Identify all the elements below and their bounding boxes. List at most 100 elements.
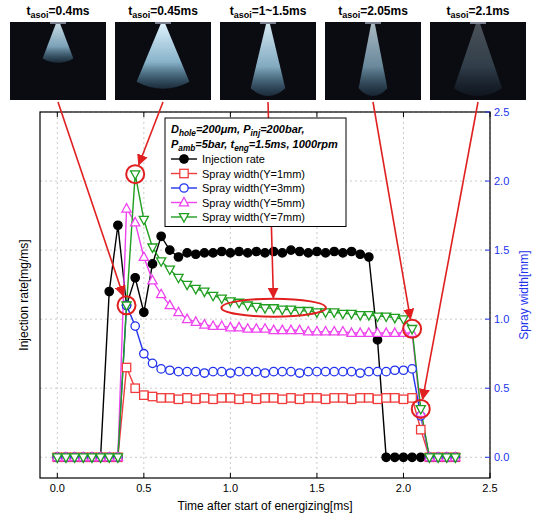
legend-marker	[180, 169, 188, 177]
legend-marker	[180, 184, 188, 192]
data-point	[217, 295, 226, 303]
data-point	[425, 453, 433, 461]
data-point	[382, 328, 391, 336]
data-point	[209, 395, 217, 403]
subscript: asoi	[30, 10, 48, 20]
data-point	[105, 287, 113, 295]
data-point	[96, 453, 104, 461]
spray	[137, 22, 190, 89]
data-point	[338, 327, 347, 335]
data-point	[278, 325, 287, 333]
data-point	[139, 216, 148, 224]
data-point	[200, 288, 209, 296]
data-point	[252, 395, 260, 403]
series-line	[57, 174, 455, 457]
data-point	[200, 394, 208, 402]
data-point	[425, 453, 433, 461]
data-point	[339, 394, 347, 402]
y2-tick	[485, 112, 490, 113]
data-point	[165, 300, 174, 308]
data-point	[382, 453, 390, 461]
nozzle	[470, 22, 486, 24]
plot-area	[53, 171, 460, 463]
data-point	[114, 453, 122, 461]
label: tasoi=0.45ms	[128, 4, 198, 20]
data-point	[356, 312, 365, 320]
data-point	[451, 453, 459, 461]
x-tick-label: 1.5	[309, 482, 324, 494]
data-point	[391, 453, 399, 461]
data-point	[62, 453, 70, 461]
data-point	[79, 454, 88, 462]
data-point	[356, 394, 364, 402]
data-point	[261, 369, 269, 377]
data-point	[174, 395, 182, 403]
data-point	[286, 325, 295, 333]
data-point	[140, 308, 148, 316]
data-point	[234, 322, 243, 330]
data-point	[122, 302, 131, 310]
data-point	[218, 394, 226, 402]
legend-label: Spray width(Y=7mm)	[202, 211, 305, 223]
data-point	[304, 327, 313, 335]
data-point	[365, 394, 373, 402]
data-point	[347, 395, 355, 403]
data-point	[373, 395, 381, 403]
data-point	[356, 328, 365, 336]
data-point	[148, 392, 156, 400]
data-point	[53, 453, 61, 461]
data-point	[182, 281, 191, 289]
data-point	[382, 367, 390, 375]
y2-tick-label: 2.0	[494, 175, 509, 187]
label-part: =1.5ms, 1000rpm	[249, 138, 338, 150]
data-point	[312, 327, 321, 335]
data-point	[408, 453, 416, 461]
data-point	[218, 367, 226, 375]
data-point	[79, 453, 87, 461]
data-point	[330, 327, 339, 335]
y-axis-title: Injection rate[mg/ms]	[17, 239, 31, 350]
data-point	[122, 363, 130, 371]
data-point	[235, 247, 243, 255]
data-point	[295, 325, 304, 333]
legend-marker	[179, 214, 188, 222]
data-point	[434, 453, 442, 461]
spray	[359, 22, 388, 96]
data-point	[139, 252, 148, 260]
x-tick	[490, 112, 491, 117]
data-point	[200, 249, 208, 257]
data-point	[304, 394, 312, 402]
data-point	[200, 320, 209, 328]
data-point	[208, 292, 217, 300]
data-point	[252, 324, 261, 332]
data-point	[87, 454, 96, 462]
data-point	[183, 367, 191, 375]
x-tick-label: 2.0	[396, 482, 411, 494]
legend: Dhole=200μm, Pinj=200bar,Pamb=5bar, teng…	[165, 118, 346, 227]
spray	[454, 22, 502, 96]
label-part: D	[171, 123, 179, 135]
data-point	[261, 394, 269, 402]
photo	[115, 22, 211, 100]
grid-line	[403, 112, 404, 478]
data-point	[443, 453, 451, 461]
data-point	[174, 367, 182, 375]
data-point	[434, 453, 442, 461]
plot-frame	[40, 112, 490, 478]
data-point	[252, 367, 260, 375]
subscript: eng	[234, 144, 249, 153]
data-point	[451, 453, 459, 461]
y2-axis-title: Spray width[mm]	[517, 250, 531, 339]
data-point	[209, 367, 217, 375]
data-point	[226, 249, 234, 257]
data-point	[192, 367, 200, 375]
data-point	[114, 453, 122, 461]
data-point	[148, 275, 157, 283]
data-point	[70, 453, 78, 461]
data-point	[278, 367, 286, 375]
nozzle	[260, 22, 276, 24]
x-tick-label: 0.0	[50, 482, 65, 494]
y2-tick	[485, 181, 490, 182]
data-point	[356, 369, 364, 377]
data-point	[88, 453, 96, 461]
